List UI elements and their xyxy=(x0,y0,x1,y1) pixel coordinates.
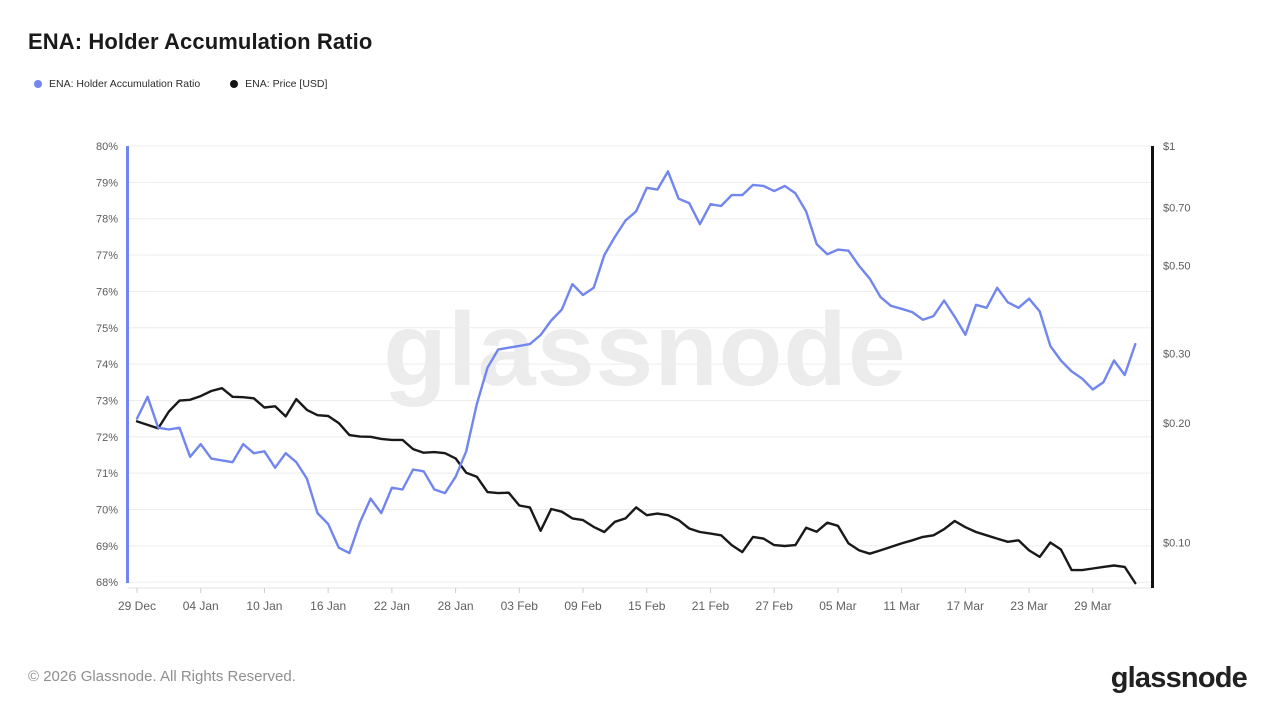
left-axis-tick-label: 69% xyxy=(96,541,118,553)
legend: ENA: Holder Accumulation Ratio ENA: Pric… xyxy=(34,78,327,90)
legend-label: ENA: Holder Accumulation Ratio xyxy=(49,78,201,90)
x-axis-tick-label: 10 Jan xyxy=(246,599,282,613)
glassnode-logo: glassnode xyxy=(1110,662,1248,694)
x-axis-tick-label: 15 Feb xyxy=(628,599,666,613)
x-axis-tick-label: 29 Dec xyxy=(118,599,156,613)
right-axis-tick-label: $0.70 xyxy=(1163,202,1191,214)
left-axis-tick-label: 76% xyxy=(96,286,118,298)
legend-item-price-usd[interactable]: ENA: Price [USD] xyxy=(230,78,327,90)
x-axis-tick-label: 03 Feb xyxy=(501,599,539,613)
right-axis-tick-label: $0.50 xyxy=(1163,260,1191,272)
right-axis-tick-label: $0.10 xyxy=(1163,538,1191,550)
x-axis-tick-label: 11 Mar xyxy=(883,599,919,613)
x-axis-tick-label: 09 Feb xyxy=(564,599,602,613)
left-axis-tick-label: 79% xyxy=(96,177,118,189)
x-axis-tick-label: 22 Jan xyxy=(374,599,410,613)
left-axis-tick-label: 71% xyxy=(96,468,118,480)
left-axis-tick-label: 75% xyxy=(96,323,118,335)
left-axis-tick-label: 78% xyxy=(96,214,118,226)
left-axis-tick-label: 74% xyxy=(96,359,118,371)
left-axis-tick-label: 72% xyxy=(96,432,118,444)
page-title: ENA: Holder Accumulation Ratio xyxy=(28,29,373,54)
right-axis-tick-label: $0.20 xyxy=(1163,418,1191,430)
x-axis-tick-label: 27 Feb xyxy=(756,599,794,613)
left-axis-tick-label: 68% xyxy=(96,577,118,589)
left-axis-tick-label: 77% xyxy=(96,250,118,262)
legend-item-holder-accumulation-ratio[interactable]: ENA: Holder Accumulation Ratio xyxy=(34,78,200,90)
x-axis-tick-label: 29 Mar xyxy=(1074,599,1111,613)
x-axis-tick-label: 16 Jan xyxy=(310,599,346,613)
x-axis-tick-label: 28 Jan xyxy=(438,599,474,613)
legend-dot-blue-icon xyxy=(34,80,42,88)
holder-accumulation-ratio-line xyxy=(135,170,1137,555)
right-axis-tick-label: $1 xyxy=(1163,141,1175,153)
legend-label: ENA: Price [USD] xyxy=(245,78,328,90)
x-axis-tick-label: 04 Jan xyxy=(183,599,219,613)
x-axis-tick-label: 21 Feb xyxy=(692,599,730,613)
copyright-text: © 2026 Glassnode. All Rights Reserved. xyxy=(28,668,296,685)
left-axis-tick-label: 80% xyxy=(96,141,118,153)
x-axis-tick-label: 05 Mar xyxy=(819,599,856,613)
price-line xyxy=(135,387,1137,585)
left-axis-tick-label: 73% xyxy=(96,395,118,407)
x-axis-tick-label: 23 Mar xyxy=(1010,599,1047,613)
x-axis-tick-label: 17 Mar xyxy=(947,599,984,613)
left-axis-tick-label: 70% xyxy=(96,505,118,517)
legend-dot-black-icon xyxy=(230,80,239,88)
watermark-text: glassnode xyxy=(383,292,906,408)
right-axis-tick-label: $0.30 xyxy=(1163,348,1191,360)
